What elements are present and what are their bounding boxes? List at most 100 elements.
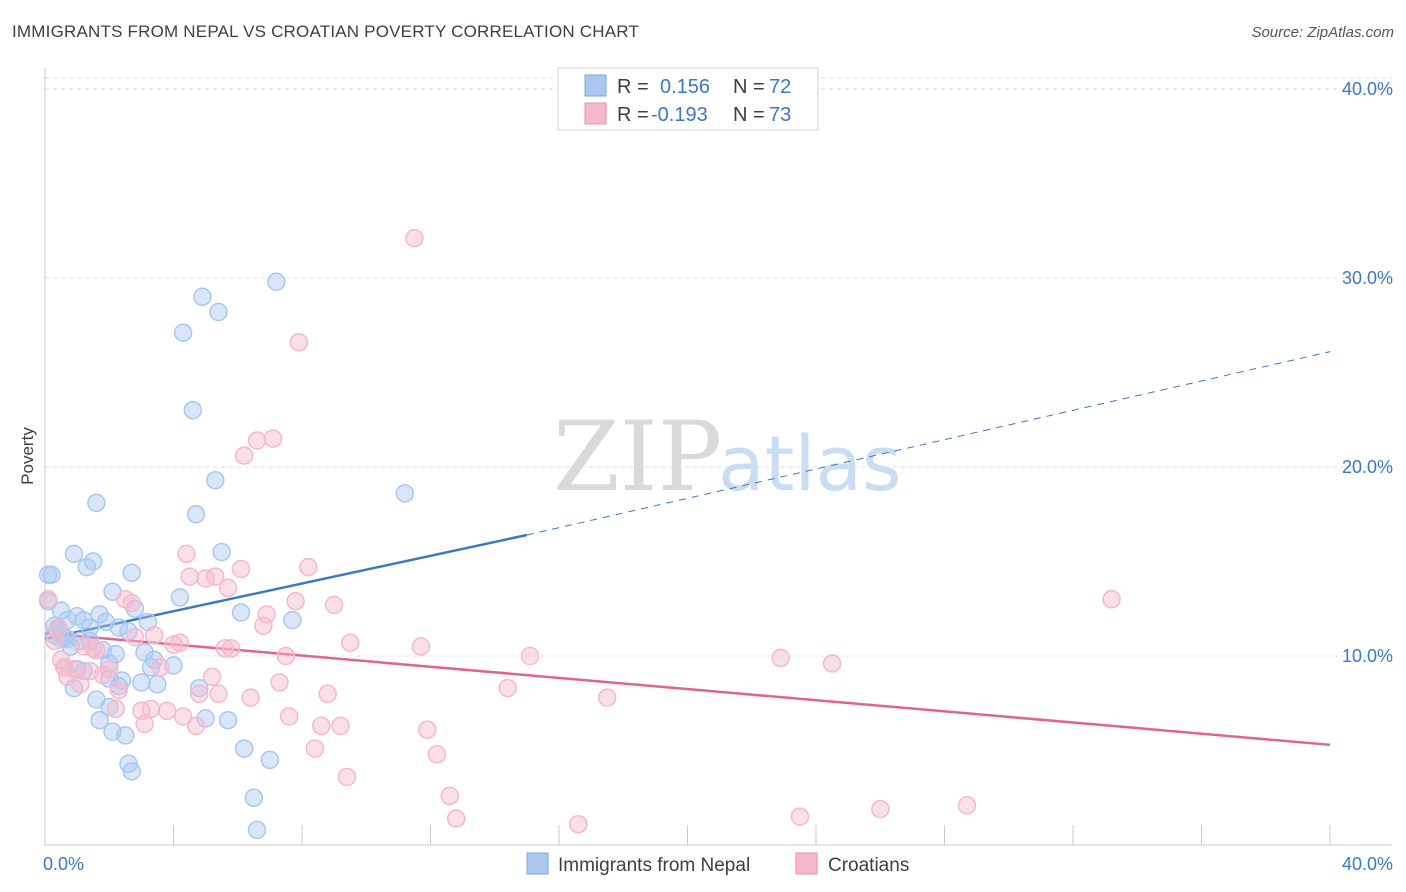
point-croatians (305, 739, 325, 758)
point-croatians (276, 646, 296, 666)
y-tick-label: 30.0% (1342, 268, 1393, 288)
point-nepal (231, 603, 251, 622)
legend-swatch-nepal (584, 74, 607, 97)
legend-r-value-nepal: 0.156 (660, 76, 710, 98)
point-croatians (331, 716, 350, 736)
point-nepal (196, 709, 215, 728)
point-croatians (270, 673, 289, 692)
point-croatians (209, 684, 228, 704)
legend-r-label-nepal: R = (617, 76, 649, 98)
point-nepal (218, 710, 238, 730)
point-croatians (340, 633, 360, 652)
point-croatians (141, 699, 161, 719)
point-nepal (64, 544, 84, 564)
point-nepal (100, 654, 119, 673)
point-croatians (109, 680, 129, 700)
y-tick-label: 40.0% (1342, 79, 1393, 99)
point-croatians (247, 431, 267, 450)
point-croatians (411, 637, 431, 656)
tick-labels: 10.0% 20.0% 30.0% 40.0% 0.0% 40.0% (43, 79, 1393, 874)
y-tick-label: 20.0% (1342, 457, 1393, 477)
point-croatians (231, 559, 251, 579)
point-nepal (83, 552, 103, 571)
point-croatians (299, 557, 318, 577)
legend-r-value-croatians: -0.193 (651, 104, 708, 126)
point-nepal (116, 726, 135, 745)
point-croatians (122, 593, 141, 613)
trend-line-croatians (44, 632, 1331, 747)
watermark-zip: ZIP (553, 401, 722, 513)
legend-bottom-swatch-croatians (795, 852, 818, 875)
point-nepal (193, 287, 212, 307)
point-nepal (109, 618, 129, 637)
legend-top: R = 0.156 N = 72 R = -0.193 N = 73 (557, 67, 819, 131)
point-croatians (771, 648, 790, 668)
point-nepal (148, 675, 167, 694)
point-nepal (260, 750, 280, 770)
point-nepal (74, 610, 93, 630)
point-croatians (957, 796, 977, 815)
point-croatians (318, 684, 337, 704)
legend-n-value-croatians: 73 (769, 104, 791, 126)
point-croatians (520, 646, 540, 666)
point-croatians (427, 745, 447, 764)
point-croatians (180, 567, 199, 586)
point-croatians (173, 707, 193, 726)
legend-n-label-nepal: N = (733, 76, 765, 98)
point-croatians (157, 701, 177, 721)
point-croatians (177, 544, 196, 564)
point-nepal (132, 673, 151, 692)
point-nepal (209, 302, 228, 322)
legend-bottom: Immigrants from Nepal Croatians (526, 852, 909, 876)
point-croatians (206, 567, 225, 586)
point-croatians (405, 228, 424, 248)
point-nepal (283, 610, 302, 630)
legend-bottom-swatch-nepal (526, 852, 549, 875)
point-croatians (440, 786, 460, 806)
legend-n-label-croatians: N = (733, 104, 765, 126)
point-croatians (170, 633, 190, 652)
point-nepal (51, 629, 71, 649)
point-croatians (279, 707, 299, 726)
x-tick-label: 40.0% (1342, 854, 1393, 874)
axes (44, 68, 1392, 846)
point-croatians (324, 595, 344, 615)
point-croatians (144, 625, 164, 645)
point-croatians (446, 809, 466, 828)
point-nepal (122, 762, 141, 781)
point-croatians (218, 578, 238, 598)
data-points (38, 228, 1121, 840)
x-tick-label: 0.0% (43, 854, 84, 874)
point-nepal (80, 618, 100, 637)
legend-r-label-croatians: R = (617, 104, 649, 126)
legend-bottom-label-nepal: Immigrants from Nepal (558, 855, 750, 876)
point-nepal (267, 272, 286, 291)
point-nepal (38, 565, 58, 584)
point-croatians (871, 799, 890, 819)
point-nepal (141, 658, 161, 677)
point-croatians (215, 639, 235, 658)
point-croatians (597, 688, 617, 707)
point-nepal (173, 323, 193, 342)
watermark-atlas: atlas (718, 419, 902, 508)
point-croatians (87, 641, 106, 660)
point-croatians (337, 767, 357, 787)
point-croatians (186, 716, 206, 736)
point-croatians (202, 667, 222, 687)
point-nepal (395, 484, 415, 503)
point-croatians (254, 616, 273, 635)
point-croatians (289, 332, 309, 352)
point-nepal (206, 470, 225, 490)
point-nepal (234, 739, 254, 758)
point-croatians (569, 814, 588, 834)
point-croatians (312, 716, 331, 736)
point-nepal (186, 504, 206, 524)
chart-title: IMMIGRANTS FROM NEPAL VS CROATIAN POVERT… (12, 22, 640, 41)
y-tick-label: 10.0% (1342, 646, 1393, 666)
point-croatians (100, 659, 119, 679)
point-nepal (244, 788, 264, 807)
legend-bottom-label-croatians: Croatians (828, 855, 909, 876)
point-nepal (90, 710, 109, 730)
point-croatians (790, 807, 810, 826)
legend-n-value-nepal: 72 (769, 76, 791, 98)
